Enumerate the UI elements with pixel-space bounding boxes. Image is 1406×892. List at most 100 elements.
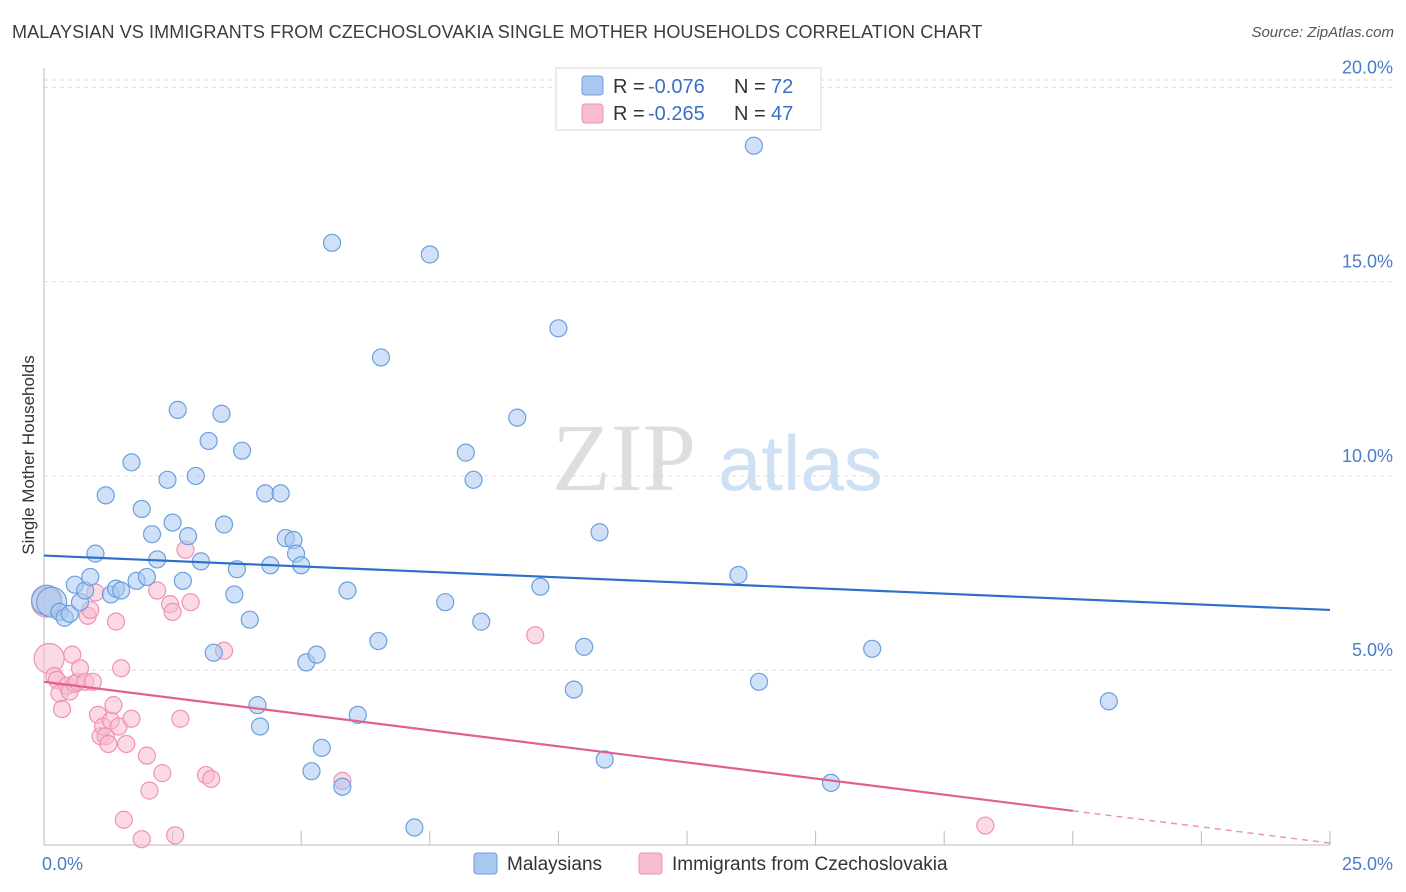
malaysians-point-17	[137, 567, 156, 587]
malaysians-point-24	[178, 527, 198, 546]
malaysians-point-25	[186, 466, 205, 486]
czechoslovakia-point-38	[171, 709, 190, 728]
legend-n-label-1: N =	[734, 76, 766, 98]
czechoslovakia-point-37	[166, 826, 185, 845]
czechoslovakia-point-21	[99, 734, 118, 754]
malaysians-point-56	[436, 593, 455, 612]
legend-swatch-pink	[581, 103, 604, 124]
malaysians-point-14	[122, 453, 141, 472]
malaysians-point-36	[250, 717, 270, 736]
malaysians-point-10	[96, 486, 115, 505]
malaysians-point-34	[240, 610, 259, 629]
malaysians-point-57	[456, 443, 475, 462]
czechoslovakia-point-45	[526, 626, 545, 645]
bottom-legend-label-malaysians: Malaysians	[507, 854, 602, 875]
malaysians-point-69	[749, 672, 769, 691]
chart-source: Source: ZipAtlas.com	[1251, 24, 1394, 41]
malaysians-trend-line	[43, 554, 1331, 612]
czechoslovakia-point-40	[181, 593, 200, 612]
czechoslovakia-point-23	[104, 696, 123, 715]
czechoslovakia-point-27	[114, 810, 133, 829]
malaysians-point-64	[575, 637, 594, 656]
czechoslovakia-point-26	[112, 659, 131, 678]
malaysians-point-65	[590, 523, 609, 542]
malaysians-point-4	[60, 604, 79, 623]
malaysians-point-31	[225, 585, 244, 604]
malaysians-point-18	[142, 525, 162, 544]
czechoslovakia-point-15	[83, 672, 102, 691]
malaysians-point-22	[168, 400, 187, 419]
legend-box: R = -0.076 N = 72 R = -0.265 N = 47	[555, 67, 822, 131]
malaysians-point-61	[531, 577, 550, 596]
czechoslovakia-point-30	[132, 830, 151, 849]
malaysians-point-13	[112, 581, 131, 600]
legend-r-value-1: -0.076	[648, 76, 705, 98]
y-tick-label-0: 5.0%	[1352, 640, 1393, 660]
malaysians-point-9	[86, 544, 105, 563]
bottom-legend-swatch-pink	[638, 852, 663, 875]
malaysians-point-63	[564, 680, 583, 699]
czechoslovakia-point-36	[163, 602, 182, 622]
malaysians-point-68	[744, 136, 763, 155]
malaysians-point-33	[232, 441, 252, 460]
czechoslovakia-point-42	[202, 769, 221, 789]
malaysians-point-8	[81, 567, 100, 587]
y-tick-label-3: 20.0%	[1342, 57, 1393, 77]
bottom-legend-label-czechoslovakia: Immigrants from Czechoslovakia	[672, 854, 948, 875]
legend-r-label-2: R =	[613, 103, 645, 125]
watermark-zip: ZIP	[552, 404, 696, 511]
malaysians-point-53	[371, 348, 391, 367]
bottom-legend-swatch-blue	[473, 852, 498, 875]
malaysians-point-35	[248, 696, 267, 715]
legend-n-value-1: 72	[771, 76, 793, 98]
chart-title: MALAYSIAN VS IMMIGRANTS FROM CZECHOSLOVA…	[12, 22, 983, 42]
malaysians-point-72	[1099, 692, 1118, 711]
malaysians-point-30	[214, 515, 234, 534]
malaysians-point-27	[199, 431, 218, 451]
czechoslovakia-point-29	[122, 709, 141, 728]
malaysians-point-59	[472, 612, 491, 631]
malaysians-point-67	[729, 565, 748, 585]
czechoslovakia-point-8	[63, 645, 82, 664]
malaysians-point-58	[464, 470, 483, 489]
series-malaysians-points	[30, 136, 1118, 837]
czechoslovakia-point-33	[148, 581, 167, 600]
malaysians-point-54	[405, 818, 424, 837]
legend-r-value-2: -0.265	[648, 103, 705, 125]
malaysians-point-71	[863, 639, 882, 658]
czechoslovakia-point-34	[153, 764, 172, 783]
malaysians-point-20	[158, 470, 177, 489]
czechoslovakia-point-24	[106, 612, 126, 631]
watermark-atlas: atlas	[718, 419, 883, 507]
malaysians-point-21	[163, 513, 182, 532]
malaysians-point-46	[307, 645, 326, 664]
malaysians-point-52	[369, 631, 388, 651]
y-axis-label: Single Mother Households	[19, 355, 38, 554]
legend-n-value-2: 47	[771, 103, 793, 125]
malaysians-point-23	[173, 571, 192, 590]
malaysians-point-29	[212, 404, 231, 423]
malaysians-point-60	[508, 408, 527, 427]
malaysians-point-39	[271, 484, 290, 503]
y-ticks: 5.0% 10.0% 15.0% 20.0%	[1342, 57, 1393, 660]
y-tick-label-2: 15.0%	[1342, 252, 1393, 272]
malaysians-point-50	[338, 581, 357, 600]
malaysians-point-55	[420, 245, 439, 264]
malaysians-point-62	[549, 319, 568, 338]
malaysians-point-47	[312, 738, 331, 757]
malaysians-point-48	[322, 233, 342, 252]
malaysians-point-51	[348, 705, 367, 724]
legend-r-label-1: R =	[613, 76, 645, 98]
bottom-legend: Malaysians Immigrants from Czechoslovaki…	[473, 852, 948, 875]
malaysians-point-16	[132, 499, 151, 519]
gridlines	[44, 79, 1392, 671]
malaysians-point-37	[256, 484, 275, 503]
malaysians-point-70	[821, 773, 841, 792]
legend-n-label-2: N =	[734, 103, 766, 125]
czechoslovakia-point-46	[976, 816, 995, 835]
malaysians-point-28	[204, 643, 223, 662]
legend-swatch-blue	[581, 75, 604, 96]
x-tick-label-0: 0.0%	[42, 854, 83, 874]
malaysians-point-49	[333, 777, 352, 796]
